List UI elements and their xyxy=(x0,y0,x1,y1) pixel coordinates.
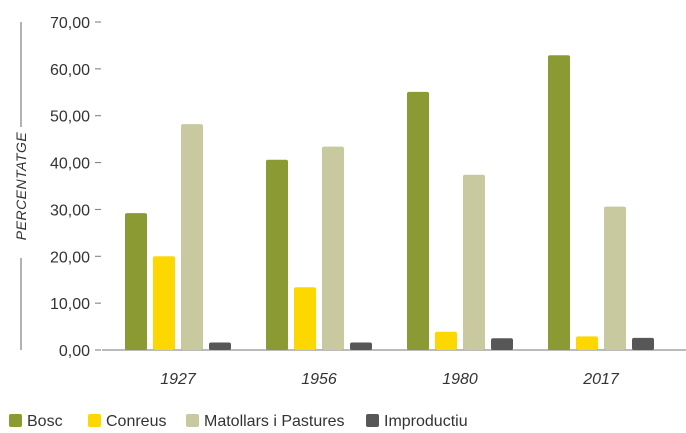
bar-conreus-1956 xyxy=(294,287,316,350)
legend-swatch xyxy=(366,414,379,427)
x-category-label: 1956 xyxy=(301,371,337,388)
y-axis-title-group: PERCENTATGE xyxy=(13,22,29,350)
bar-matollars-i-pastures-1980 xyxy=(463,174,485,350)
y-tick-label: 10,00 xyxy=(50,296,90,313)
x-category-label: 1980 xyxy=(442,371,478,388)
x-category-label: 2017 xyxy=(582,371,620,388)
y-tick-label: 50,00 xyxy=(50,109,90,126)
bar-improductiu-1980 xyxy=(491,338,513,350)
bar-bosc-2017 xyxy=(548,55,570,351)
legend: Bosc Conreus Matollars i Pastures Improduct… xyxy=(9,413,468,430)
bar-improductiu-2017 xyxy=(632,337,654,350)
y-tick-label: 70,00 xyxy=(50,15,90,32)
legend-swatch xyxy=(186,414,199,427)
bar-matollars-i-pastures-2017 xyxy=(604,206,626,350)
bars-group xyxy=(125,55,654,351)
bar-conreus-1980 xyxy=(435,331,457,350)
bar-improductiu-1956 xyxy=(350,342,372,350)
x-axis-labels: 1927 1956 1980 2017 xyxy=(160,371,620,388)
bar-conreus-1927 xyxy=(153,256,175,350)
legend-swatch xyxy=(88,414,101,427)
legend-label: Matollars i Pastures xyxy=(204,413,345,430)
y-tick-label: 30,00 xyxy=(50,202,90,219)
legend-label: Bosc xyxy=(27,413,63,430)
y-axis-title: PERCENTATGE xyxy=(13,132,29,241)
y-tick-label: 60,00 xyxy=(50,62,90,79)
bar-bosc-1980 xyxy=(407,91,429,351)
y-tick-label: 0,00 xyxy=(59,343,90,360)
y-axis-ticks: 0,00 10,00 20,00 30,00 40,00 50,00 60,00 70,00 xyxy=(50,15,101,360)
bar-matollars-i-pastures-1927 xyxy=(181,124,203,350)
bar-bosc-1927 xyxy=(125,213,147,350)
x-category-label: 1927 xyxy=(160,371,197,388)
y-tick-label: 40,00 xyxy=(50,156,90,173)
bar-conreus-2017 xyxy=(576,336,598,350)
legend-label: Conreus xyxy=(106,413,166,430)
bar-bosc-1956 xyxy=(266,159,288,350)
y-tick-label: 20,00 xyxy=(50,249,90,266)
bar-matollars-i-pastures-1956 xyxy=(322,146,344,350)
legend-swatch xyxy=(9,414,22,427)
legend-label: Improductiu xyxy=(384,413,468,430)
bar-improductiu-1927 xyxy=(209,342,231,350)
